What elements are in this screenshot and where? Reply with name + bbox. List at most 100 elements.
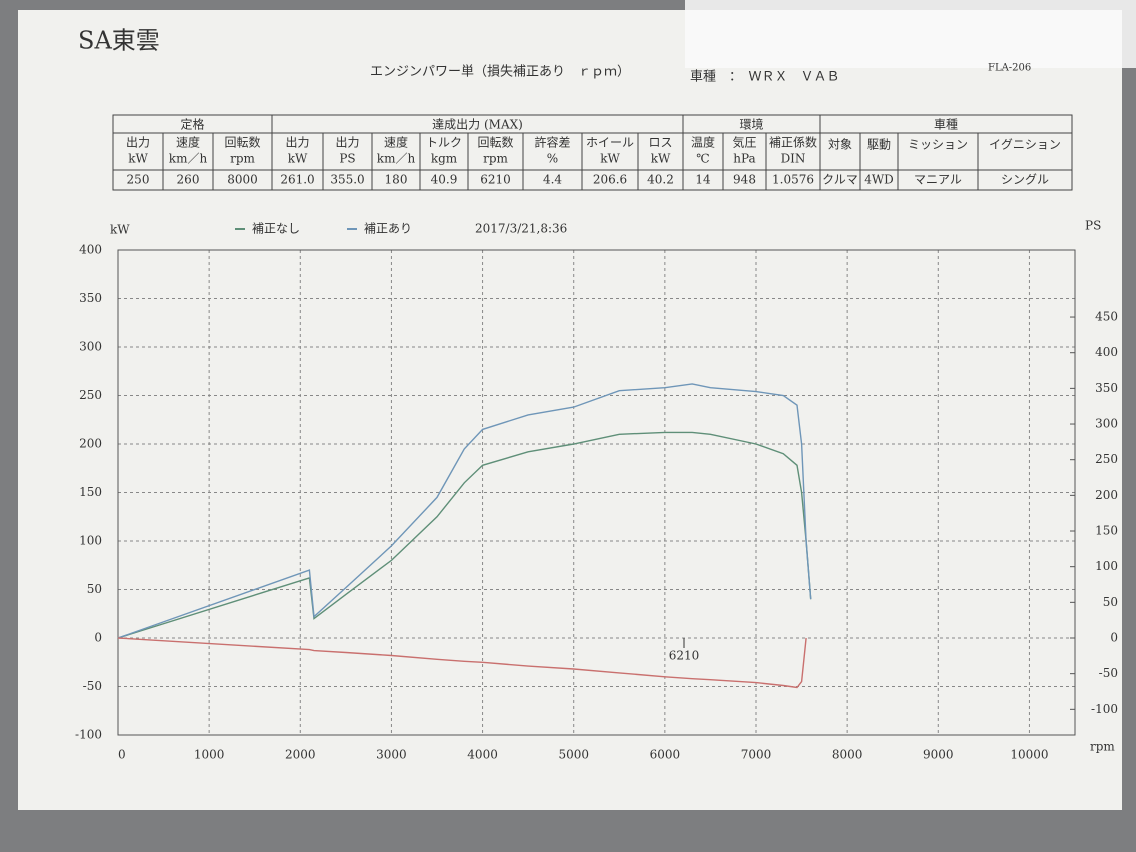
vehicle: 車種 ： ＷＲＸ ＶＡＢ [690, 69, 840, 85]
y2-tick-label: 50 [1103, 595, 1118, 609]
column-header: 対象 [828, 138, 852, 152]
x-tick-label: 7000 [741, 748, 772, 762]
column-header: 回転数 [224, 135, 260, 150]
column-header: 温度 [691, 135, 715, 150]
cell: 14 [695, 173, 711, 187]
y2-tick-label: 250 [1095, 452, 1118, 466]
x-tick-label: 3000 [376, 748, 407, 762]
y-tick-label: 350 [79, 291, 102, 305]
y2-tick-label: -100 [1091, 702, 1118, 716]
column-header: 補正係数 [769, 135, 817, 150]
legend-label: 補正なし [252, 222, 300, 236]
cell: 4.4 [543, 173, 562, 187]
y2-axis-label: PS [1085, 219, 1101, 233]
column-unit: PS [339, 152, 355, 166]
column-unit: kW [600, 152, 620, 166]
cell: 8000 [227, 173, 258, 187]
cell: 180 [385, 173, 408, 187]
x-tick-label: 5000 [558, 748, 589, 762]
curve [117, 383, 812, 639]
column-header: 速度 [384, 135, 408, 150]
y-tick-label: 300 [79, 340, 102, 354]
y-axis-label: kW [110, 223, 130, 237]
column-header: 速度 [176, 135, 200, 150]
cell: 948 [733, 173, 756, 187]
cell: 260 [177, 173, 200, 187]
column-header: ミッション [908, 138, 968, 152]
column-unit: rpm [483, 152, 508, 166]
x-tick-label: 0 [118, 748, 126, 762]
cell: 40.9 [431, 173, 458, 187]
y2-tick-label: 450 [1095, 310, 1118, 324]
x-axis-label: rpm [1090, 740, 1115, 754]
y-tick-label: -50 [83, 679, 102, 693]
y-tick-label: 150 [79, 485, 102, 499]
y2-tick-label: 400 [1095, 345, 1118, 359]
cell: 4WD [864, 173, 894, 187]
column-unit: % [547, 152, 558, 166]
y-tick-label: -100 [75, 728, 102, 742]
column-header: トルク [426, 136, 462, 150]
back-sheet [685, 0, 1136, 68]
cell: 6210 [480, 173, 511, 187]
plot-frame [117, 249, 1076, 736]
table-frame [112, 114, 1073, 191]
rpm-marker-label: 6210 [669, 649, 700, 663]
y-tick-label: 0 [94, 631, 102, 645]
column-unit: km／h [377, 152, 416, 166]
column-unit: km／h [169, 152, 208, 166]
chart: -100 -50 0 50 100 150 200 250 300 350 400 -100 -50 0 5… [75, 219, 1118, 762]
y-tick-label: 100 [79, 534, 102, 548]
y2-tick-label: -50 [1099, 666, 1118, 680]
column-header: 許容差 [534, 135, 570, 150]
x-tick-label: 1000 [194, 748, 225, 762]
column-header: 出力 [335, 136, 359, 150]
cell: マニアル [914, 173, 962, 187]
column-unit: DIN [781, 152, 806, 166]
column-header: ホイール [586, 136, 634, 150]
group-header: 達成出力 (MAX) [432, 118, 523, 132]
column-unit: kW [651, 152, 671, 166]
y2-tick-label: 300 [1095, 417, 1118, 431]
cell: 355.0 [330, 173, 364, 187]
column-unit: kW [288, 152, 308, 166]
cell: 206.6 [593, 173, 627, 187]
y2-tick-label: 350 [1095, 381, 1118, 395]
column-header: イグニション [989, 138, 1061, 152]
y2-tick-label: 200 [1095, 488, 1118, 502]
column-header: 出力 [126, 136, 150, 150]
date: 2017/3/21,8:36 [475, 222, 567, 236]
column-unit: kW [128, 152, 148, 166]
y2-tick-label: 150 [1095, 524, 1118, 538]
x-tick-label: 4000 [467, 748, 498, 762]
column-unit: ℃ [696, 152, 709, 166]
cell: 40.2 [647, 173, 674, 187]
cell: クルマ [822, 173, 858, 187]
column-header: 回転数 [477, 135, 513, 150]
column-header: 気圧 [732, 135, 756, 150]
curve [117, 637, 807, 689]
y2-tick-label: 100 [1095, 559, 1118, 573]
form-id: FLA-206 [988, 63, 1031, 74]
y-tick-label: 200 [79, 437, 102, 451]
x-tick-label: 8000 [832, 748, 863, 762]
x-tick-label: 9000 [923, 748, 954, 762]
column-header: 出力 [285, 136, 309, 150]
x-tick-label: 2000 [285, 748, 316, 762]
sheet-title: エンジンパワー単（損失補正あり ｒｐｍ） [370, 64, 630, 80]
column-unit: rpm [230, 152, 255, 166]
group-header: 定格 [180, 117, 204, 132]
cell: 1.0576 [772, 173, 814, 187]
brand: SA東雲 [78, 27, 160, 55]
column-unit: hPa [733, 152, 755, 166]
x-tick-label: 6000 [650, 748, 681, 762]
y-tick-label: 400 [79, 243, 102, 257]
group-header: 車種 [934, 118, 958, 132]
cell: 250 [127, 173, 150, 187]
column-header: ロス [648, 136, 672, 150]
x-tick-label: 10000 [1010, 748, 1048, 762]
y-tick-label: 50 [87, 582, 102, 596]
